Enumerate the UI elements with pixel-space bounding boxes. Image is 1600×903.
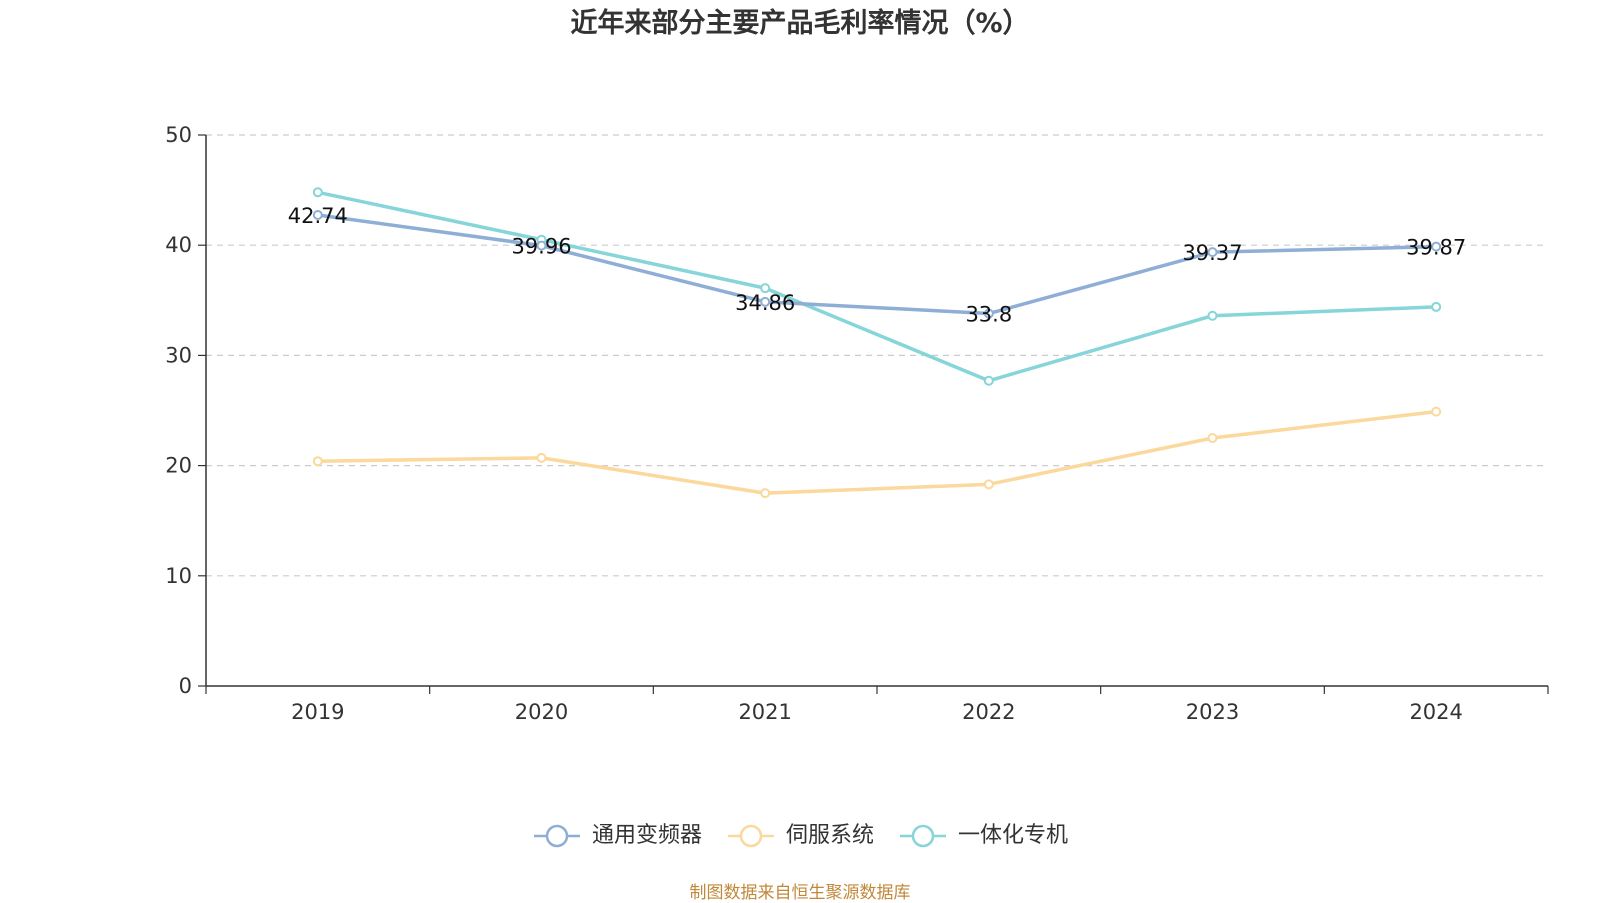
legend: 通用变频器 伺服系统 一体化专机 [0, 822, 1600, 850]
data-point [536, 240, 547, 251]
data-point [760, 296, 771, 307]
x-tick-label: 2022 [962, 700, 1015, 724]
legend-item[interactable]: 通用变频器 [532, 822, 702, 850]
data-point [983, 479, 994, 490]
y-tick-label: 20 [165, 454, 192, 478]
y-tick-label: 10 [165, 564, 192, 588]
source-note: 制图数据来自恒生聚源数据库 [689, 883, 911, 903]
series-line [317, 409, 1437, 495]
x-tick-label: 2021 [738, 700, 791, 724]
data-point [760, 283, 771, 294]
legend-marker-icon [533, 824, 580, 848]
legend-marker-icon [727, 824, 774, 848]
data-point [983, 308, 994, 319]
series-line [317, 190, 1437, 383]
data-point [312, 187, 323, 198]
y-tick-label: 40 [165, 233, 192, 257]
y-tick-label: 50 [165, 123, 192, 147]
y-tick-label: 0 [179, 674, 192, 698]
line-chart: 0 10 20 30 40 50 2019 2020 2021 2022 2023 2024 42.7… [165, 123, 1549, 724]
x-tick-label: 2020 [515, 700, 568, 724]
data-point [983, 375, 994, 386]
data-point [1207, 433, 1218, 444]
data-label: 39.37 [1182, 241, 1242, 265]
data-point [1431, 301, 1442, 312]
legend-marker-icon [900, 824, 946, 848]
axes: 0 10 20 30 40 50 2019 2020 2021 2022 2023 2024 [165, 123, 1549, 724]
legend-label: 伺服系统 [785, 823, 874, 848]
legend-label: 通用变频器 [591, 823, 702, 848]
data-point [536, 452, 547, 463]
chart-title: 近年来部分主要产品毛利率情况（%） [570, 8, 1030, 39]
data-label: 34.86 [735, 291, 795, 315]
series-lines [312, 187, 1442, 499]
data-point [1431, 406, 1442, 417]
data-label: 39.96 [511, 235, 571, 259]
legend-item[interactable]: 伺服系统 [726, 822, 874, 850]
data-point [312, 210, 323, 221]
data-label: 33.8 [965, 303, 1012, 327]
x-tick-label: 2019 [291, 700, 344, 724]
data-labels: 42.74 39.96 34.86 33.8 39.37 39.87 [288, 204, 1466, 327]
legend-item[interactable]: 一体化专机 [898, 822, 1068, 850]
x-tick-label: 2024 [1409, 700, 1462, 724]
y-tick-label: 30 [165, 343, 192, 367]
data-point [760, 488, 771, 499]
gridlines [206, 134, 1548, 577]
data-point [312, 456, 323, 467]
data-point [1207, 247, 1218, 258]
data-label: 42.74 [288, 204, 348, 228]
series-line [317, 213, 1437, 316]
x-tick-label: 2023 [1186, 700, 1239, 724]
legend-label: 一体化专机 [958, 823, 1069, 848]
data-label: 39.87 [1406, 236, 1466, 260]
data-point [1207, 310, 1218, 321]
data-point [1431, 241, 1442, 252]
